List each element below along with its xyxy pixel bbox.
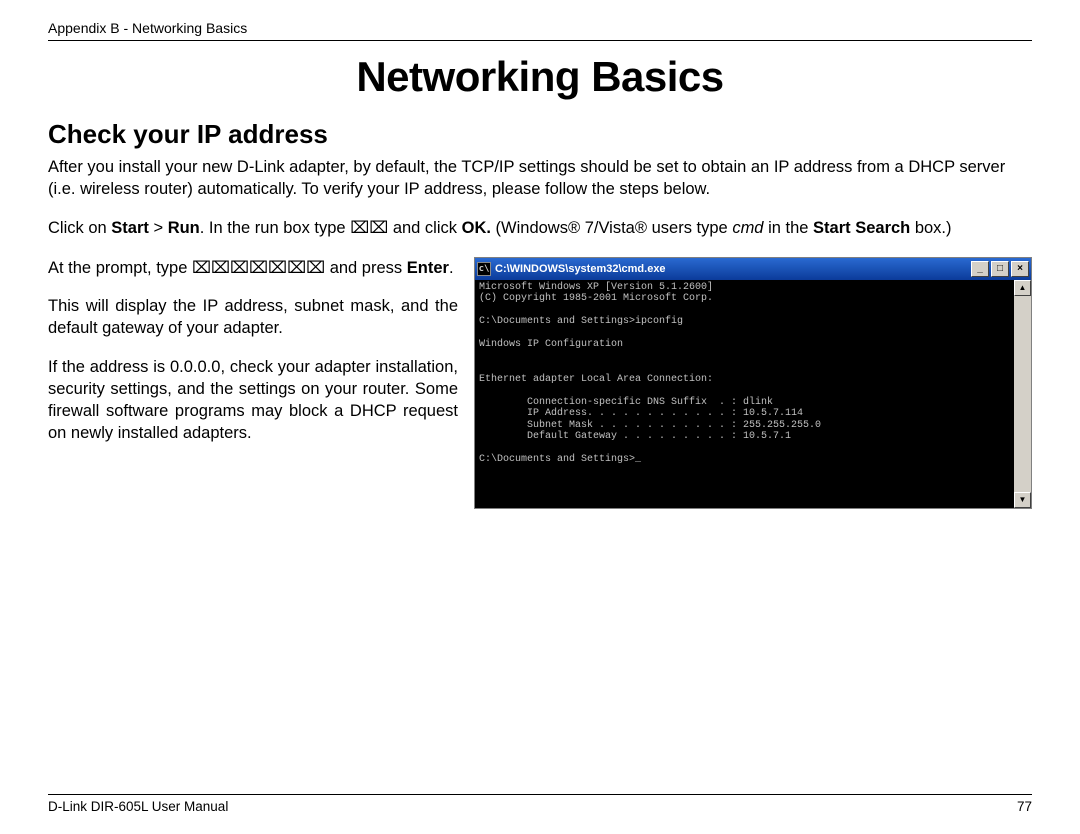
page-header: Appendix B - Networking Basics	[48, 20, 1032, 41]
intro-paragraph: After you install your new D-Link adapte…	[48, 156, 1032, 201]
scroll-down-button[interactable]: ▼	[1014, 492, 1031, 508]
text: >	[149, 219, 168, 237]
footer-left: D-Link DIR-605L User Manual	[48, 799, 228, 814]
text: and click	[388, 219, 461, 237]
ok-label: OK.	[462, 219, 491, 237]
close-button[interactable]: ×	[1011, 261, 1029, 277]
cmd-italic: cmd	[732, 219, 763, 237]
text: and press	[325, 259, 407, 277]
text: Click on	[48, 219, 111, 237]
window-buttons: _ □ ×	[971, 261, 1029, 277]
two-column-layout: At the prompt, type ⌧⌧⌧⌧⌧⌧⌧ and press En…	[48, 257, 1032, 509]
step-1: Click on Start > Run. In the run box typ…	[48, 217, 1032, 239]
text: (Windows® 7/Vista® users type	[491, 219, 732, 237]
prompt-paragraph: At the prompt, type ⌧⌧⌧⌧⌧⌧⌧ and press En…	[48, 257, 458, 279]
section-title: Check your IP address	[48, 119, 1032, 150]
text: . In the run box type	[200, 219, 350, 237]
text: At the prompt, type	[48, 259, 192, 277]
scroll-track[interactable]	[1014, 296, 1031, 492]
text: box.)	[910, 219, 951, 237]
display-paragraph: This will display the IP address, subnet…	[48, 295, 458, 340]
enter-label: Enter	[407, 259, 449, 277]
instructions-column: At the prompt, type ⌧⌧⌧⌧⌧⌧⌧ and press En…	[48, 257, 458, 461]
cmd-body-wrap: Microsoft Windows XP [Version 5.1.2600] …	[475, 280, 1031, 508]
cmd-titlebar: c\ C:\WINDOWS\system32\cmd.exe _ □ ×	[475, 258, 1031, 280]
cmd-scrollbar[interactable]: ▲ ▼	[1014, 280, 1031, 508]
text: in the	[763, 219, 813, 237]
minimize-button[interactable]: _	[971, 261, 989, 277]
cmd-window: c\ C:\WINDOWS\system32\cmd.exe _ □ × Mic…	[474, 257, 1032, 509]
start-search-label: Start Search	[813, 219, 910, 237]
page-footer: D-Link DIR-605L User Manual 77	[48, 794, 1032, 814]
text: .	[449, 259, 454, 277]
cmd-icon: c\	[477, 262, 491, 276]
main-title: Networking Basics	[48, 53, 1032, 101]
maximize-button[interactable]: □	[991, 261, 1009, 277]
run-label: Run	[168, 219, 200, 237]
scroll-up-button[interactable]: ▲	[1014, 280, 1031, 296]
troubleshoot-paragraph: If the address is 0.0.0.0, check your ad…	[48, 356, 458, 445]
cmd-output: Microsoft Windows XP [Version 5.1.2600] …	[475, 280, 1014, 508]
start-label: Start	[111, 219, 149, 237]
page-number: 77	[1017, 799, 1032, 814]
cmd-title-text: C:\WINDOWS\system32\cmd.exe	[495, 263, 971, 275]
cmd-glyph: ⌧⌧	[350, 219, 388, 237]
ipconfig-glyph: ⌧⌧⌧⌧⌧⌧⌧	[192, 259, 325, 277]
